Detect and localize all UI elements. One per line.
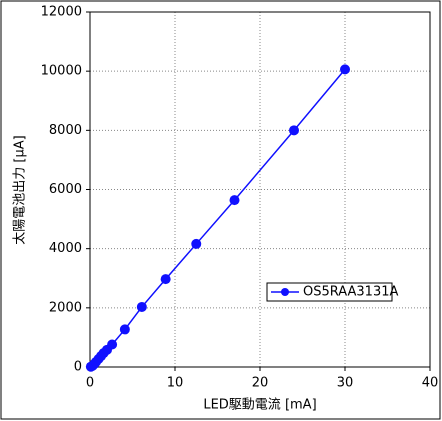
data-point xyxy=(160,274,171,285)
data-point xyxy=(119,324,130,335)
data-point xyxy=(229,195,240,206)
x-tick-label: 30 xyxy=(337,376,354,391)
y-tick-label: 2000 xyxy=(49,300,82,315)
y-tick-label: 8000 xyxy=(49,123,82,138)
data-point xyxy=(340,64,350,75)
data-point xyxy=(289,125,299,136)
data-point xyxy=(107,339,118,350)
y-tick-label: 0 xyxy=(74,360,82,375)
data-point xyxy=(136,301,147,312)
x-tick-label: 20 xyxy=(252,376,269,391)
y-tick-label: 4000 xyxy=(49,241,82,256)
legend-box xyxy=(266,282,393,302)
y-axis-label: 太陽電池出力 [μA] xyxy=(13,135,28,244)
legend-marker xyxy=(281,288,289,296)
y-tick-label: 10000 xyxy=(41,64,82,79)
x-tick-label: 0 xyxy=(86,376,94,391)
legend-label: OS5RAA3131A xyxy=(303,285,398,300)
data-point xyxy=(191,238,202,249)
y-tick-label: 6000 xyxy=(49,182,82,197)
x-tick-label: 10 xyxy=(167,376,184,391)
x-axis-label: LED駆動電流 [mA] xyxy=(203,398,316,413)
x-tick-label: 40 xyxy=(422,376,439,391)
y-tick-label: 12000 xyxy=(41,5,82,20)
plot-area xyxy=(89,11,431,368)
